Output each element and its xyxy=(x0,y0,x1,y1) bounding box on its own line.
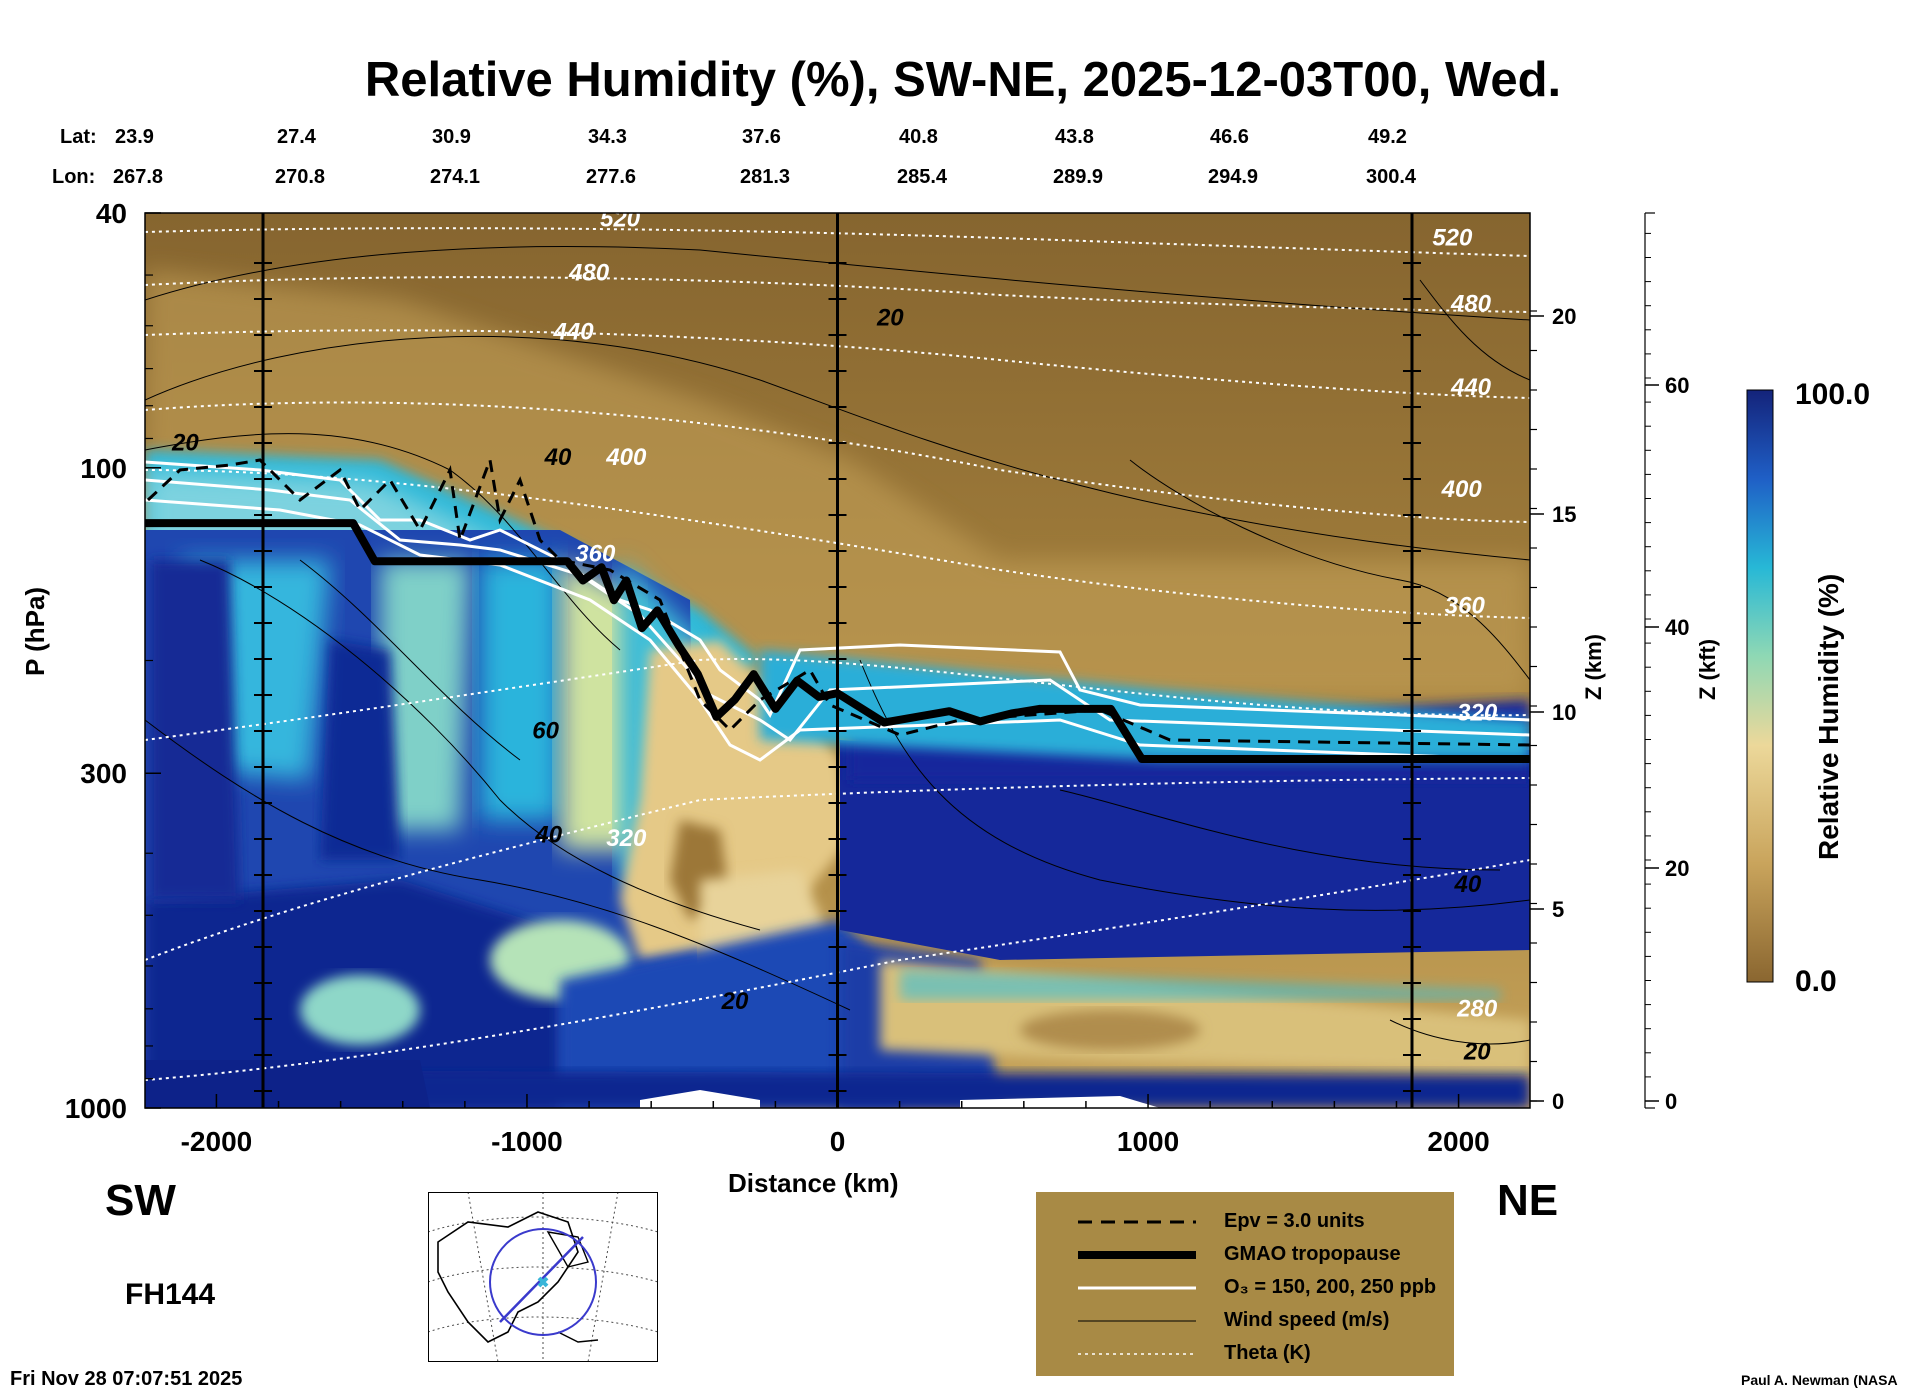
direction-ne: NE xyxy=(1497,1176,1559,1225)
wind-labels: 20 20 40 60 40 20 40 20 xyxy=(171,305,1491,1066)
legend: Epv = 3.0 units GMAO tropopause O₃ = 150… xyxy=(1036,1192,1454,1376)
lon-value: 281.3 xyxy=(740,166,791,188)
z-kft-axis: 0 20 40 60 xyxy=(1644,212,1689,1114)
z-kft-tick-label: 40 xyxy=(1665,615,1689,640)
lat-value: 23.9 xyxy=(115,126,154,148)
wind-label: 20 xyxy=(171,430,199,457)
x-tick-label: 0 xyxy=(830,1126,846,1157)
z-km-tick-label: 10 xyxy=(1552,700,1576,725)
lat-value: 46.6 xyxy=(1210,126,1249,148)
colorbar-max-label: 100.0 xyxy=(1795,378,1871,411)
ozone-contours xyxy=(145,460,1530,762)
wind-label: 20 xyxy=(721,988,749,1015)
y-tick-label: 1000 xyxy=(65,1093,127,1124)
legend-item-theta: Theta (K) xyxy=(1224,1342,1311,1364)
x-tick-label: 2000 xyxy=(1427,1126,1489,1157)
y-tick-label: 300 xyxy=(80,758,127,789)
epv-contour xyxy=(146,454,1530,747)
z-km-title: Z (km) xyxy=(1581,634,1606,700)
lat-value: 37.6 xyxy=(742,126,781,148)
theta-labels: 520 480 440 400 360 320 520 480 440 400 360 320 280 xyxy=(553,206,1498,1023)
legend-item-ozone: O₃ = 150, 200, 250 ppb xyxy=(1224,1276,1437,1298)
lon-value: 300.4 xyxy=(1366,166,1417,188)
lon-value: 267.8 xyxy=(113,166,164,188)
x-tick-label: 1000 xyxy=(1117,1126,1179,1157)
legend-item-tropopause: GMAO tropopause xyxy=(1224,1243,1401,1265)
colorbar-title: Relative Humidity (%) xyxy=(1813,573,1844,860)
theta-label: 480 xyxy=(1450,290,1492,317)
wind-label: 40 xyxy=(534,822,562,849)
theta-label: 520 xyxy=(600,206,641,233)
z-km-axis: 0 5 10 15 20 xyxy=(1530,304,1576,1114)
gmao-tropopause-line xyxy=(145,519,1530,763)
lon-value: 289.9 xyxy=(1053,166,1104,188)
direction-sw: SW xyxy=(105,1176,176,1225)
lat-value: 43.8 xyxy=(1055,126,1094,148)
z-km-tick-label: 15 xyxy=(1552,502,1576,527)
x-tick-label: -1000 xyxy=(491,1126,563,1157)
theta-label: 400 xyxy=(605,444,647,471)
lat-value: 49.2 xyxy=(1368,126,1407,148)
x-axis-title: Distance (km) xyxy=(728,1168,899,1198)
z-km-tick-label: 0 xyxy=(1552,1089,1564,1114)
theta-label: 400 xyxy=(1441,476,1483,503)
z-km-tick-label: 5 xyxy=(1552,897,1564,922)
theta-label: 320 xyxy=(1457,699,1498,726)
x-axis: -2000 -1000 0 1000 2000 xyxy=(181,1094,1490,1157)
theta-label: 360 xyxy=(1445,593,1486,620)
lon-value: 270.8 xyxy=(275,166,326,188)
lat-value: 40.8 xyxy=(899,126,938,148)
lat-value: 30.9 xyxy=(432,126,471,148)
z-kft-tick-label: 60 xyxy=(1665,373,1689,398)
theta-label: 280 xyxy=(1456,996,1498,1023)
theta-label: 480 xyxy=(568,260,610,287)
wind-label: 40 xyxy=(544,444,572,471)
lon-value: 277.6 xyxy=(586,166,637,188)
legend-item-epv: Epv = 3.0 units xyxy=(1224,1210,1365,1232)
chart-title: Relative Humidity (%), SW-NE, 2025-12-03… xyxy=(364,53,1562,107)
y-tick-label: 100 xyxy=(80,453,127,484)
z-kft-tick-label: 0 xyxy=(1665,1089,1677,1114)
credit: Paul A. Newman (NASA xyxy=(1741,1372,1898,1388)
theta-label: 520 xyxy=(1432,225,1473,252)
vertical-reference-lines xyxy=(254,213,1421,1108)
theta-label: 440 xyxy=(553,318,595,345)
legend-item-wind: Wind speed (m/s) xyxy=(1224,1309,1390,1331)
lat-value: 27.4 xyxy=(277,126,316,148)
wind-label: 20 xyxy=(1463,1039,1491,1066)
x-tick-label: -2000 xyxy=(181,1126,253,1157)
lon-value: 285.4 xyxy=(897,166,948,188)
theta-label: 360 xyxy=(575,540,616,567)
lat-label: Lat: xyxy=(60,126,97,148)
theta-label: 440 xyxy=(1450,374,1492,401)
timestamp: Fri Nov 28 07:07:51 2025 xyxy=(10,1368,243,1390)
z-kft-title: Z (kft) xyxy=(1695,638,1720,700)
y-axis-title: P (hPa) xyxy=(20,586,50,676)
y-tick-label: 40 xyxy=(96,198,127,229)
forecast-hour: FH144 xyxy=(125,1278,216,1311)
lat-value: 34.3 xyxy=(588,126,627,148)
theta-label: 320 xyxy=(606,825,647,852)
theta-lines xyxy=(145,227,1530,1081)
wind-label: 40 xyxy=(1454,871,1482,898)
inset-map xyxy=(428,1192,658,1362)
z-km-tick-label: 20 xyxy=(1552,304,1576,329)
y-axis: 40 100 300 1000 xyxy=(65,198,161,1124)
z-kft-tick-label: 20 xyxy=(1665,856,1689,881)
lon-value: 294.9 xyxy=(1208,166,1259,188)
colorbar xyxy=(1746,389,1774,983)
wind-label: 60 xyxy=(532,718,559,745)
colorbar-min-label: 0.0 xyxy=(1795,965,1837,998)
lon-value: 274.1 xyxy=(430,166,481,188)
lon-label: Lon: xyxy=(52,166,96,188)
wind-label: 20 xyxy=(876,305,904,332)
